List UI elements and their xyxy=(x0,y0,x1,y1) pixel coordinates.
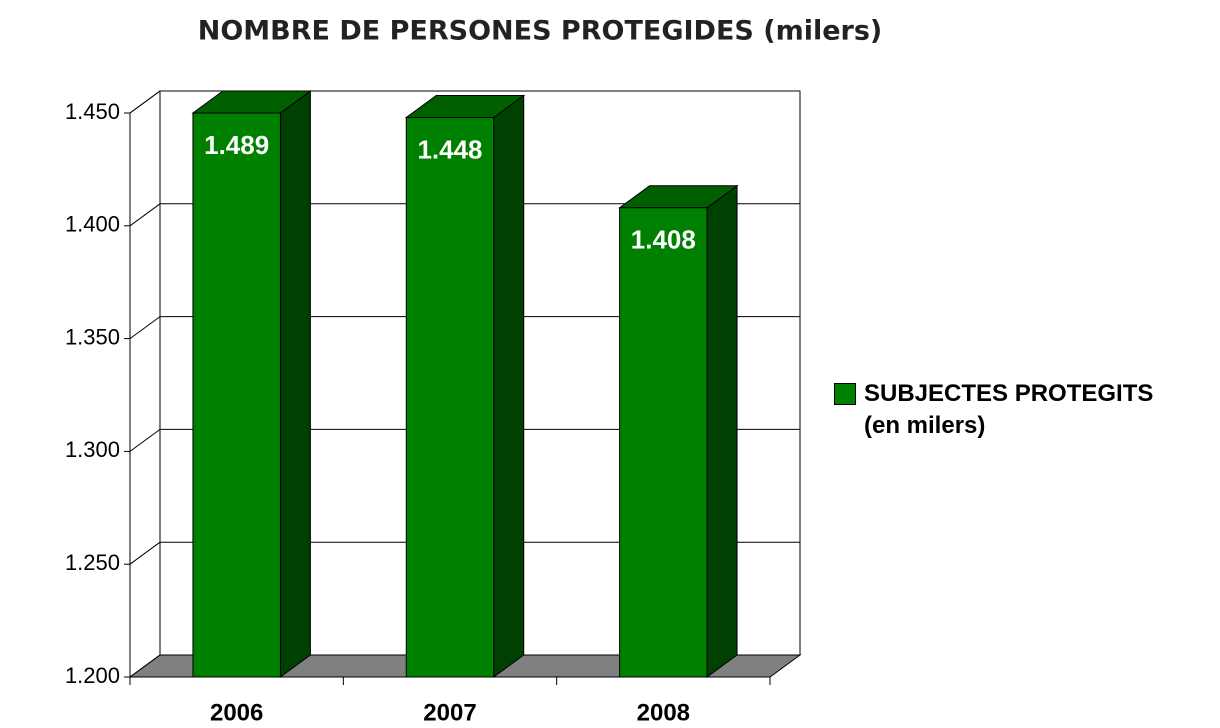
legend: SUBJECTES PROTEGITS (en milers) xyxy=(834,378,1204,442)
bar xyxy=(405,117,495,678)
y-tick-label: 1.450 xyxy=(65,99,120,124)
grid-line xyxy=(129,316,161,340)
y-tick-label: 1.200 xyxy=(65,663,120,688)
y-tick-label: 1.250 xyxy=(65,550,120,575)
bar xyxy=(619,207,708,678)
value-label: 1.408 xyxy=(631,225,696,255)
y-tick-label: 1.350 xyxy=(65,324,120,349)
chart-title: NOMBRE DE PERSONES PROTEGIDES (milers) xyxy=(198,16,883,47)
bar-side xyxy=(706,184,738,678)
bar xyxy=(192,112,281,678)
y-tick-label: 1.400 xyxy=(65,212,120,237)
grid-line xyxy=(129,203,161,227)
grid-line xyxy=(129,654,161,678)
legend-swatch xyxy=(834,383,856,405)
x-tick-label: 2007 xyxy=(423,699,476,726)
x-tick-label: 2008 xyxy=(637,699,690,726)
value-label: 1.448 xyxy=(417,134,482,164)
legend-label: SUBJECTES PROTEGITS (en milers) xyxy=(864,380,1154,439)
bar-side xyxy=(279,90,311,678)
grid-line xyxy=(129,541,161,565)
grid-line xyxy=(129,428,161,452)
value-label: 1.489 xyxy=(204,130,269,160)
y-axis-depth xyxy=(129,90,161,114)
bar-side xyxy=(493,94,525,678)
x-tick-label: 2006 xyxy=(210,699,263,726)
y-tick-label: 1.300 xyxy=(65,437,120,462)
